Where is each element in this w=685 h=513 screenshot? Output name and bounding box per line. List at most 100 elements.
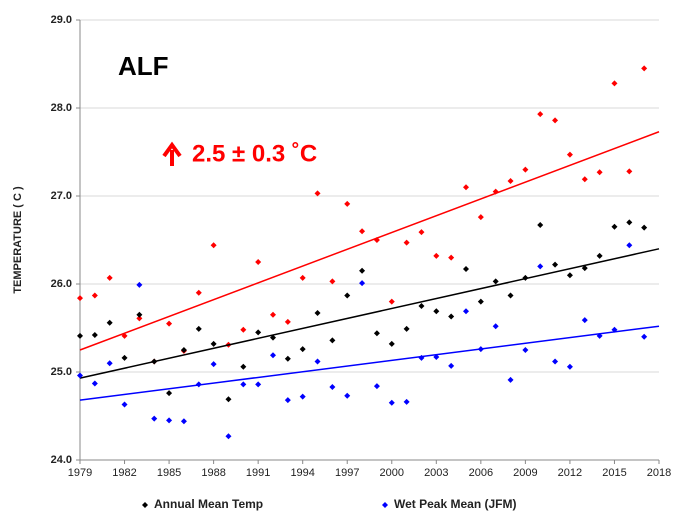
data-point <box>240 381 247 388</box>
data-point <box>448 313 455 320</box>
data-point <box>418 303 425 309</box>
arrow-icon <box>162 141 182 166</box>
x-tick-label: 1991 <box>246 467 270 479</box>
data-point <box>210 361 217 368</box>
data-point <box>299 346 306 353</box>
data-point <box>552 117 559 124</box>
data-point <box>522 347 529 353</box>
data-point <box>492 188 499 195</box>
legend-label: Wet Peak Mean (JFM) <box>394 497 516 511</box>
data-point <box>566 151 573 158</box>
data-point <box>329 383 336 390</box>
data-point <box>106 360 113 367</box>
data-point <box>581 176 588 183</box>
data-point <box>403 398 410 405</box>
data-point <box>492 323 499 330</box>
data-point <box>210 340 217 347</box>
data-point <box>299 393 306 400</box>
data-point <box>433 354 440 361</box>
data-point <box>448 254 455 261</box>
data-point <box>151 415 158 422</box>
data-point <box>626 168 633 175</box>
data-point <box>373 237 380 243</box>
data-point <box>166 320 173 327</box>
legend-marker <box>382 502 388 508</box>
trend-line <box>79 325 660 401</box>
legend-label: Annual Mean Temp <box>154 497 263 511</box>
data-point <box>596 332 603 339</box>
data-point <box>299 274 306 281</box>
x-tick-label: 1979 <box>68 467 92 479</box>
data-point <box>106 319 113 326</box>
data-point <box>270 311 276 318</box>
x-tick-label: 2015 <box>602 467 626 479</box>
data-point <box>210 242 217 249</box>
data-point <box>641 65 648 72</box>
data-point <box>195 289 202 296</box>
data-point <box>284 397 291 404</box>
data-point <box>463 308 469 315</box>
y-tick-label: 29.0 <box>51 14 72 26</box>
y-axis-label: TEMPERATURE ( C ) <box>12 186 24 294</box>
x-tick-label: 1982 <box>112 467 136 479</box>
data-point <box>344 200 351 207</box>
data-point <box>344 292 351 299</box>
data-point <box>507 292 514 299</box>
y-tick-label: 28.0 <box>51 102 72 114</box>
data-point <box>611 223 618 230</box>
y-tick-label: 27.0 <box>51 190 72 202</box>
data-point <box>255 381 262 388</box>
data-point <box>77 372 83 379</box>
data-point <box>552 358 559 365</box>
data-point <box>477 298 484 305</box>
data-point <box>77 295 83 302</box>
data-point <box>329 337 336 344</box>
data-point <box>225 433 232 440</box>
data-point <box>166 417 173 424</box>
data-point <box>403 239 410 246</box>
x-tick-label: 1997 <box>335 467 359 479</box>
data-point <box>507 376 514 383</box>
data-point <box>433 308 440 315</box>
data-point <box>121 332 128 339</box>
x-tick-label: 2018 <box>647 467 671 479</box>
data-point <box>284 318 291 325</box>
data-point <box>641 333 648 340</box>
data-point <box>329 278 336 285</box>
data-point <box>151 358 158 365</box>
data-point <box>270 352 276 359</box>
data-point <box>373 383 380 390</box>
data-point <box>180 418 187 425</box>
data-point <box>136 311 143 318</box>
data-point <box>418 354 425 361</box>
data-point <box>418 229 425 236</box>
data-point <box>403 325 410 332</box>
data-point <box>477 214 484 221</box>
data-point <box>180 347 187 353</box>
data-point <box>492 278 499 285</box>
data-point <box>359 280 366 287</box>
data-point <box>91 292 98 299</box>
data-point <box>225 396 232 403</box>
data-point <box>77 332 83 339</box>
y-tick-label: 26.0 <box>51 278 72 290</box>
x-tick-label: 2006 <box>469 467 493 479</box>
data-point <box>136 281 143 288</box>
data-point <box>596 169 603 176</box>
data-point <box>552 261 559 268</box>
data-point <box>477 346 484 353</box>
data-point <box>91 332 98 339</box>
data-point <box>373 330 380 337</box>
y-tick-label: 24.0 <box>51 454 72 466</box>
data-point <box>641 224 648 231</box>
data-point <box>121 401 128 408</box>
data-point <box>388 298 395 305</box>
legend-marker <box>142 502 148 508</box>
data-point <box>359 267 366 274</box>
data-point <box>166 390 173 397</box>
data-point <box>136 315 143 322</box>
data-point <box>596 252 603 259</box>
y-tick-label: 25.0 <box>51 366 72 378</box>
